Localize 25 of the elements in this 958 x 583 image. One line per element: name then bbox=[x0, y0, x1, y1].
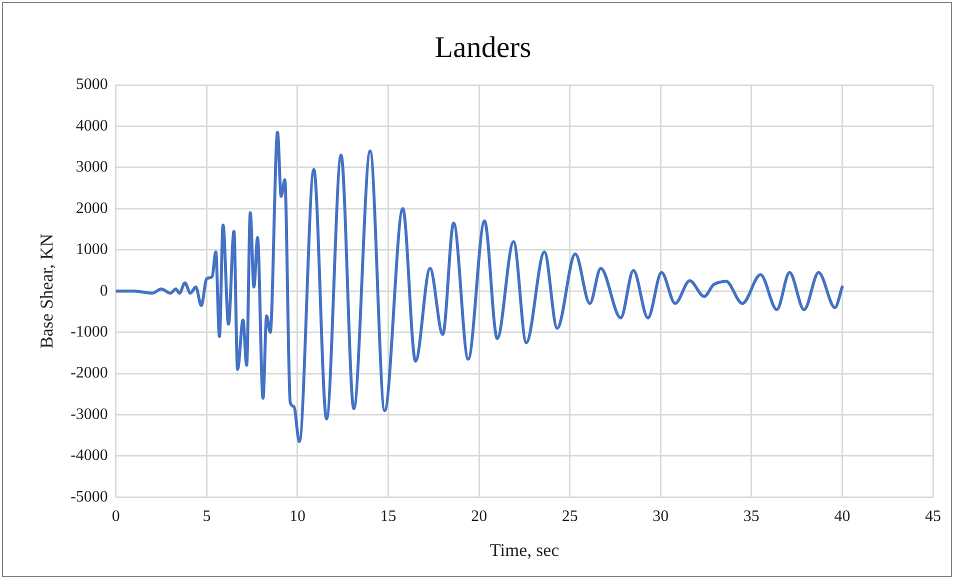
y-tick-label: 0 bbox=[100, 282, 108, 300]
x-tick-label: 20 bbox=[471, 508, 488, 526]
y-tick-label: 3000 bbox=[76, 158, 108, 176]
x-axis-title: Time, sec bbox=[490, 540, 560, 560]
y-tick-label: 1000 bbox=[76, 241, 108, 258]
x-tick-label: 25 bbox=[562, 508, 578, 526]
y-tick-label: -1000 bbox=[70, 324, 108, 341]
y-tick-label: 4000 bbox=[76, 117, 108, 134]
y-tick-label: -5000 bbox=[70, 488, 108, 506]
x-tick-label: 10 bbox=[290, 508, 306, 526]
chart-title: Landers bbox=[434, 30, 532, 64]
y-axis-title: Base Shear, KN bbox=[36, 234, 57, 348]
x-tick-label: 15 bbox=[380, 508, 396, 526]
x-tick-label: 40 bbox=[834, 508, 850, 526]
y-tick-label: -3000 bbox=[70, 406, 108, 423]
x-tick-label: 5 bbox=[202, 508, 211, 526]
x-tick-label: 30 bbox=[652, 508, 669, 526]
y-tick-label: -4000 bbox=[70, 447, 108, 464]
line-series bbox=[116, 130, 844, 444]
x-tick-label: 0 bbox=[112, 508, 120, 526]
x-tick-label: 35 bbox=[743, 508, 760, 526]
x-tick-label: 45 bbox=[925, 508, 941, 526]
y-tick-label: 2000 bbox=[76, 200, 108, 217]
y-tick-label: -2000 bbox=[70, 364, 108, 382]
y-tick-label: 5000 bbox=[76, 76, 108, 94]
